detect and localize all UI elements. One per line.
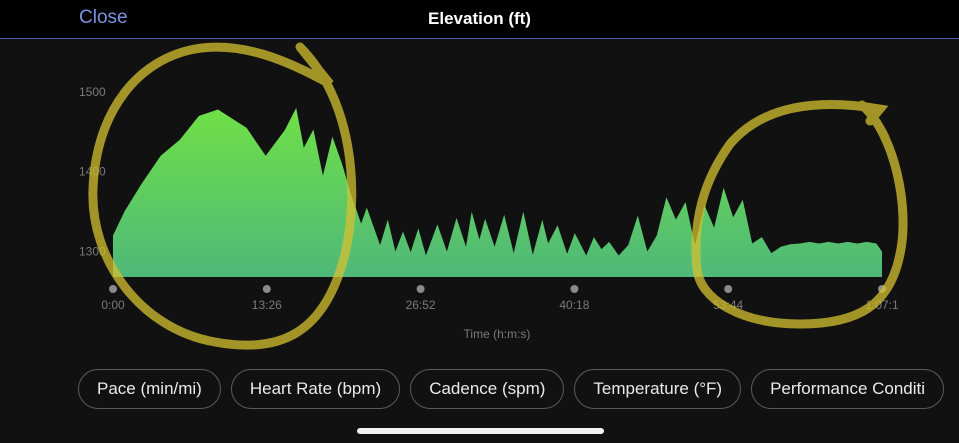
y-tick-label: 1500: [79, 85, 106, 99]
x-tick-label: 40:18: [559, 298, 589, 312]
close-button[interactable]: Close: [79, 7, 128, 28]
x-tick-dot: [416, 285, 425, 293]
x-tick-label: 13:26: [252, 298, 282, 312]
x-axis-title: Time (h:m:s): [464, 327, 531, 341]
header-bar: Close Elevation (ft): [0, 0, 959, 39]
metric-heart-rate-button[interactable]: Heart Rate (bpm): [230, 369, 401, 409]
annotation-circle-right: [691, 100, 908, 329]
highlight-annotations: [88, 42, 908, 350]
x-tick-label: 26:52: [406, 298, 436, 312]
home-indicator[interactable]: [357, 428, 604, 434]
elevation-area: [113, 107, 882, 278]
metric-performance-condition-button[interactable]: Performance Conditi: [751, 369, 945, 409]
metric-temperature-button[interactable]: Temperature (°F): [574, 369, 742, 409]
x-tick-dot: [724, 285, 733, 293]
x-tick-label: 0:00: [101, 298, 125, 312]
metric-selector: Pace (min/mi) Heart Rate (bpm) Cadence (…: [78, 369, 959, 411]
metric-cadence-button[interactable]: Cadence (spm): [410, 369, 565, 409]
annotation-circle-left: [88, 42, 357, 350]
x-tick-dot: [570, 285, 579, 293]
metric-pace-button[interactable]: Pace (min/mi): [78, 369, 221, 409]
x-tick-dot: [109, 285, 117, 293]
page-title: Elevation (ft): [428, 9, 531, 28]
x-tick-dot: [262, 285, 271, 293]
